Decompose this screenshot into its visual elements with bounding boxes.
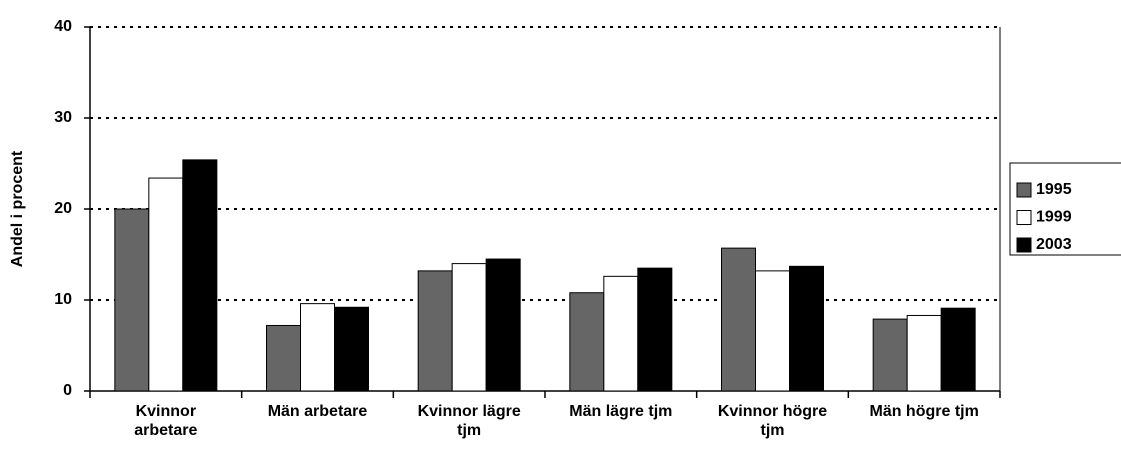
y-axis-label: Andel i procent: [9, 150, 26, 267]
bar: [569, 292, 605, 392]
y-tick-label: 40: [54, 18, 72, 35]
bar: [334, 306, 369, 392]
legend-label: 1995: [1036, 181, 1072, 198]
bar: [603, 275, 639, 392]
x-tick-label: Kvinnor lägre tjm: [417, 403, 521, 439]
bar: [266, 324, 301, 392]
bar: [451, 263, 487, 392]
x-tick-label: Män högre tjm: [869, 403, 979, 420]
y-tick-label: 10: [54, 291, 72, 308]
bar: [789, 265, 824, 392]
y-tick-label: 30: [54, 109, 72, 126]
bar: [182, 159, 218, 392]
y-tick-label: 20: [54, 200, 72, 217]
bar: [485, 258, 521, 392]
bar: [940, 307, 976, 392]
bar: [906, 314, 942, 392]
y-tick-label: 0: [63, 382, 72, 399]
bar: [637, 267, 673, 392]
bar: [300, 303, 335, 392]
legend-label: 1999: [1036, 209, 1072, 226]
bar: [417, 270, 453, 392]
bar: [721, 247, 756, 392]
legend-swatch: [1016, 182, 1032, 198]
bar: [148, 177, 184, 392]
bar: [114, 208, 150, 392]
bar: [872, 318, 908, 392]
legend-swatch: [1016, 210, 1032, 225]
legend-swatch: [1016, 237, 1032, 253]
bar: [755, 270, 790, 392]
x-tick-label: Män arbetare: [267, 403, 368, 420]
x-tick-label: Kvinnor arbetare: [134, 403, 198, 439]
legend-label: 2003: [1036, 236, 1072, 253]
x-tick-label: Kvinnor högre tjm: [717, 403, 828, 439]
x-tick-label: Män lägre tjm: [569, 403, 673, 420]
